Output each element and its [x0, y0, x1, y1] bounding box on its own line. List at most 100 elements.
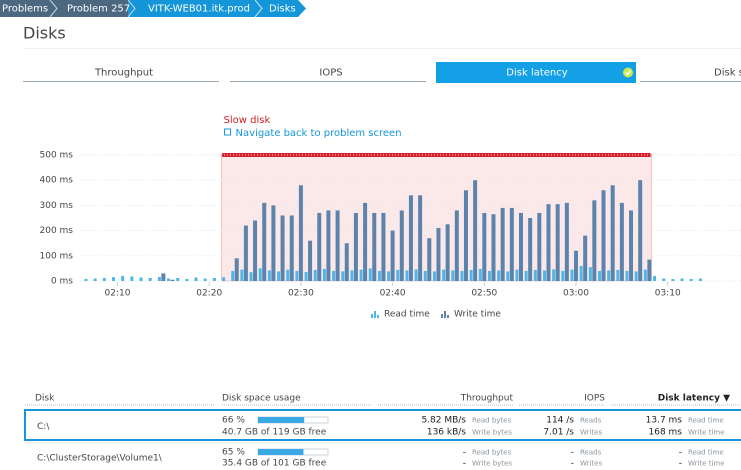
y-tick-label: 300 ms: [40, 201, 74, 211]
bar: [231, 270, 235, 281]
bar: [509, 207, 514, 281]
metric-label: Read bytes: [472, 417, 511, 425]
link[interactable]: Navigate back to problem screen: [236, 128, 402, 139]
bar: [344, 243, 349, 281]
bar: [267, 270, 271, 281]
table-header[interactable]: Disk latency ▼: [658, 394, 730, 404]
bar: [619, 202, 624, 281]
bar: [280, 215, 285, 281]
bar: [469, 269, 473, 281]
disk-name[interactable]: C:\: [37, 422, 50, 432]
metric-label: Read bytes: [472, 449, 511, 457]
bar: [423, 270, 427, 281]
bar: [262, 202, 267, 281]
y-tick-label: 200 ms: [40, 226, 74, 236]
tab-label[interactable]: Disk latency: [506, 68, 567, 79]
bar: [277, 271, 281, 281]
bar: [607, 270, 611, 281]
usage-fill: [258, 417, 305, 423]
divider: [23, 48, 741, 49]
metric-label: Write time: [688, 460, 725, 468]
legend-label[interactable]: Read time: [384, 310, 430, 320]
bar: [396, 269, 400, 281]
bar: [414, 269, 418, 281]
bar: [332, 270, 336, 281]
bar: [322, 268, 326, 281]
bar: [298, 185, 303, 281]
tab-check: [625, 70, 632, 76]
bar: [478, 268, 482, 281]
bar: [286, 269, 290, 281]
bar: [570, 269, 574, 281]
bar: [546, 204, 551, 281]
table-header[interactable]: Throughput: [460, 394, 514, 404]
tab-label[interactable]: Throughput: [94, 68, 153, 79]
usage-fill: [258, 449, 304, 455]
bar: [390, 230, 395, 281]
tab-label[interactable]: IOPS: [319, 68, 342, 79]
usage-free: 40.7 GB of 119 GB free: [222, 428, 327, 438]
row-selected[interactable]: [24, 409, 741, 441]
bar: [353, 212, 358, 281]
bar: [408, 195, 413, 281]
bar: [610, 185, 615, 281]
bar: [634, 271, 638, 281]
legend-swatch: [441, 314, 443, 318]
legend-swatch: [447, 315, 449, 318]
metric-value: 5.82 MB/s: [421, 416, 466, 426]
metric-value: 114 /s: [546, 416, 574, 426]
metric-value: -: [679, 448, 682, 458]
bar: [212, 277, 216, 281]
x-tick-label: 03:00: [563, 289, 589, 299]
disk-name[interactable]: C:\ClusterStorage\Volume1\: [37, 454, 163, 464]
bar: [112, 277, 116, 281]
bar: [102, 277, 106, 281]
bar: [463, 190, 468, 281]
bar: [497, 270, 501, 281]
bar: [689, 278, 693, 281]
y-tick-label: 400 ms: [40, 176, 74, 186]
bar: [161, 273, 166, 281]
page-title: Disks: [23, 24, 66, 43]
metric-value: 136 kB/s: [427, 428, 466, 438]
bar: [203, 278, 207, 281]
table-header[interactable]: Disk: [35, 394, 55, 404]
y-tick-label: 0 ms: [51, 277, 73, 287]
bar: [625, 270, 629, 281]
breadcrumb-item[interactable]: Problems: [2, 4, 48, 15]
metric-label: Writes: [580, 460, 602, 468]
usage-percent: 65 %: [222, 448, 245, 458]
bar: [240, 269, 244, 281]
bar: [139, 277, 143, 281]
legend-label[interactable]: Write time: [454, 310, 501, 320]
legend-swatch: [374, 311, 376, 318]
link-icon[interactable]: [224, 128, 232, 136]
bar: [487, 270, 491, 281]
tab-underline: [640, 81, 741, 82]
bar: [555, 204, 560, 281]
bar: [194, 277, 198, 281]
table-header[interactable]: Disk space usage: [222, 394, 301, 404]
bar: [121, 275, 125, 281]
bar: [491, 214, 496, 281]
chart: Slow disk Navigate back to problem screen…: [40, 115, 741, 320]
metric-label: Writes: [580, 429, 602, 437]
bar: [253, 220, 258, 281]
tab-label[interactable]: Disk space: [714, 68, 741, 79]
x-tick-label: 02:10: [105, 289, 131, 299]
bar: [451, 270, 455, 281]
x-tick-label: 02:50: [471, 289, 497, 299]
bar: [579, 265, 583, 281]
bar: [185, 278, 189, 281]
breadcrumb-item[interactable]: Problem 257: [67, 4, 130, 15]
bar: [445, 224, 450, 281]
bar: [295, 270, 299, 281]
table-header[interactable]: IOPS: [584, 394, 605, 404]
bar: [537, 212, 542, 281]
bar: [460, 270, 464, 281]
breadcrumb-bg: [0, 0, 128, 17]
y-tick-label: 100 ms: [40, 251, 74, 261]
breadcrumb-item[interactable]: VITK-WEB01.itk.prod: [148, 4, 250, 15]
breadcrumb-item[interactable]: Disks: [269, 4, 296, 15]
